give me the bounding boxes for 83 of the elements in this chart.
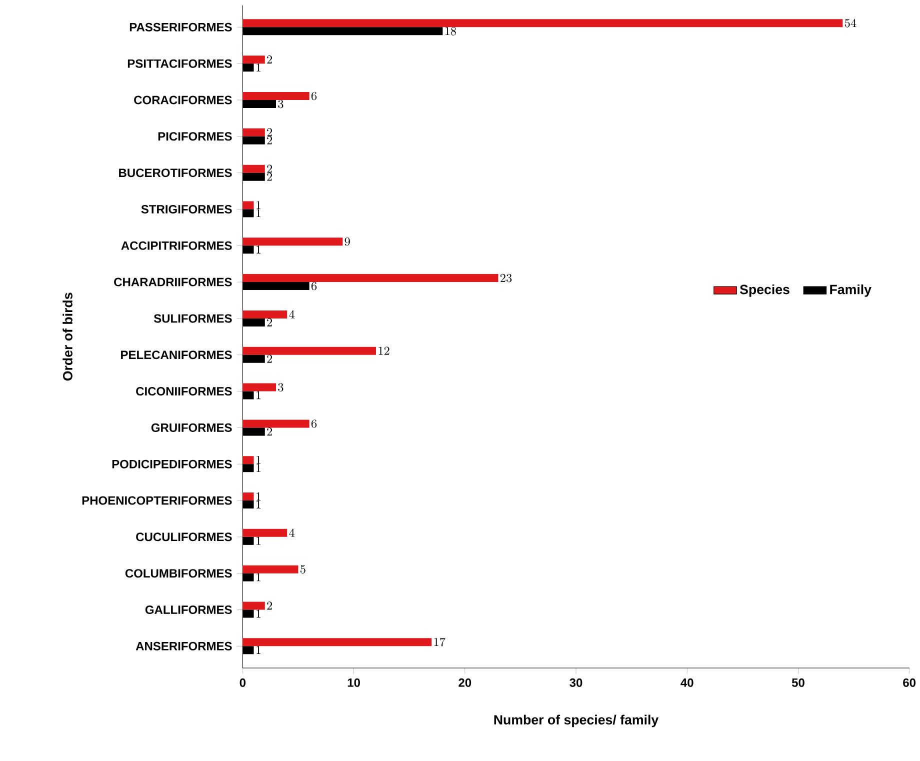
y-tick-label: COLUMBIFORMES (125, 569, 232, 578)
bar (242, 56, 265, 64)
bar (242, 201, 254, 210)
y-tick-label: PELECANIFORMES (121, 350, 232, 360)
x-tick-label: 20 (458, 678, 472, 687)
bar (242, 565, 298, 574)
bar (242, 528, 288, 537)
data-label: 5 (300, 565, 306, 574)
data-label: 2 (267, 128, 272, 136)
x-tick-label: 0 (240, 678, 246, 687)
bar (242, 602, 265, 610)
data-label: 1 (256, 246, 261, 254)
data-label: 9 (344, 238, 350, 246)
y-tick-label: CICONIIFORMES (136, 387, 232, 396)
data-label: 1 (256, 610, 261, 618)
data-label: 1 (256, 500, 261, 508)
x-tick-label: 10 (348, 678, 360, 687)
bar (242, 346, 376, 355)
data-label: 2 (267, 164, 272, 173)
data-label: 1 (256, 63, 261, 72)
data-label: 12 (378, 346, 390, 355)
x-tick-label: 30 (570, 678, 582, 687)
x-tick-label: 60 (903, 678, 916, 687)
data-label: 2 (267, 172, 272, 181)
x-axis-title: Number of species/ family (494, 714, 659, 728)
data-label: 2 (267, 318, 272, 326)
y-tick-label: ACCIPITRIFORMES (121, 241, 232, 250)
bar (242, 456, 254, 464)
y-tick-label: BUCEROTIFORMES (119, 168, 232, 178)
data-label: 6 (311, 282, 317, 290)
data-label: 1 (256, 492, 261, 500)
y-tick-label: PASSERIFORMES (130, 22, 232, 32)
bar (242, 128, 265, 136)
data-label: 2 (267, 55, 272, 64)
data-label: 18 (445, 27, 456, 36)
data-label: 2 (267, 602, 272, 610)
data-label: 1 (256, 646, 261, 654)
bar (242, 92, 310, 100)
y-tick-label: STRIGIFORMES (141, 204, 232, 214)
data-label: 6 (311, 420, 317, 428)
data-label: 6 (311, 92, 317, 100)
bar (242, 274, 498, 282)
data-label: 1 (256, 573, 261, 582)
data-label: 1 (256, 201, 261, 210)
bar (242, 238, 343, 246)
y-tick-label: CORACIFORMES (134, 96, 232, 104)
y-tick-label: PICIFORMES (158, 132, 232, 141)
y-tick-label: PODICIPEDIFORMES (112, 460, 232, 468)
y-tick-label: CHARADRIIFORMES (114, 278, 232, 286)
legend-label: Family (830, 284, 872, 297)
x-tick-label: 40 (680, 678, 694, 687)
y-tick-label: PHOENICOPTERIFORMES (82, 496, 232, 505)
data-label: 2 (267, 136, 272, 144)
data-label: 3 (278, 100, 284, 108)
data-label: 1 (256, 391, 261, 400)
data-label: 17 (434, 638, 446, 646)
data-label: 54 (844, 18, 856, 28)
bar (242, 19, 843, 28)
bar (242, 164, 265, 173)
data-label: 2 (267, 428, 272, 436)
data-label: 4 (289, 528, 295, 537)
data-label: 1 (256, 464, 261, 472)
bar (242, 420, 310, 428)
y-axis-title: Order of birds (62, 292, 72, 381)
bar (242, 492, 254, 501)
y-tick-label: PSITTACIFORMES (128, 59, 232, 68)
data-label: 2 (267, 354, 272, 363)
data-label: 3 (278, 383, 284, 392)
x-tick-label: 50 (792, 678, 804, 687)
y-tick-label: CUCULIFORMES (136, 532, 232, 542)
bar (242, 638, 432, 646)
y-tick-label: ANSERIFORMES (136, 642, 232, 650)
bar (242, 383, 276, 392)
y-tick-label: SULIFORMES (154, 314, 232, 323)
bar (242, 310, 288, 318)
y-tick-label: GRUIFORMES (151, 423, 232, 432)
data-label: 23 (500, 274, 512, 282)
data-label: 4 (289, 310, 295, 318)
data-label: 1 (256, 536, 261, 545)
data-label: 1 (256, 456, 261, 464)
data-label: 1 (256, 209, 261, 218)
legend-label: Species (740, 284, 790, 297)
y-tick-label: GALLIFORMES (145, 605, 232, 614)
